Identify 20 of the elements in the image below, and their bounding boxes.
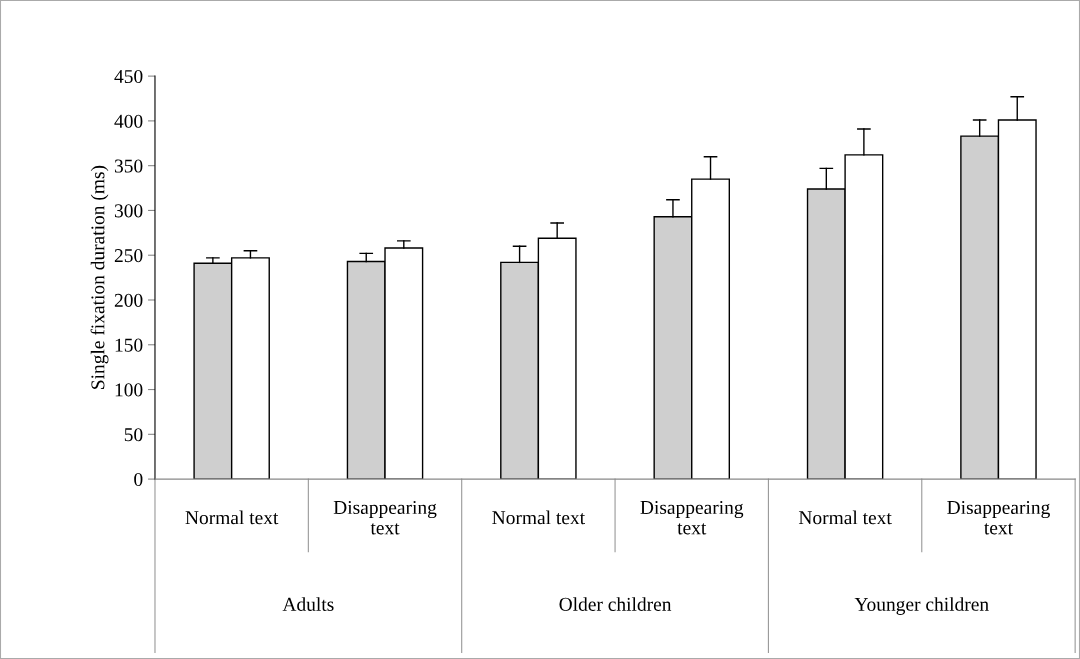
y-tick-label: 250 bbox=[114, 249, 143, 263]
x-tick-label: Disappearing text bbox=[947, 500, 1050, 535]
y-tick-label: 450 bbox=[114, 69, 143, 84]
text: Younger children bbox=[854, 597, 989, 615]
y-tick-label: 300 bbox=[114, 204, 143, 218]
x-tick-label: Normal text bbox=[185, 510, 279, 525]
x-tick-label: Disappearing text bbox=[640, 500, 744, 535]
y-tick-label: 350 bbox=[114, 159, 143, 173]
y-tick-label: 150 bbox=[115, 338, 143, 352]
y-tick-label: 100 bbox=[115, 383, 143, 397]
y-tick-label: 50 bbox=[124, 428, 143, 442]
y-tick-label: 400 bbox=[114, 114, 143, 128]
y-tick-label: 0 bbox=[134, 472, 143, 487]
x-tick-label: Normal text bbox=[798, 510, 892, 525]
y-tick-label: 200 bbox=[114, 293, 143, 307]
y-axis-title: Single fixation duration (ms) bbox=[90, 165, 109, 389]
text: Older children bbox=[559, 597, 672, 611]
x-tick-label: Disappearing text bbox=[333, 500, 437, 535]
text: Adults bbox=[282, 597, 334, 611]
x-tick-label: Normal text bbox=[492, 510, 585, 525]
